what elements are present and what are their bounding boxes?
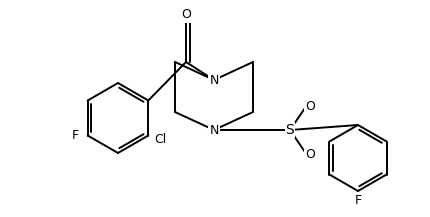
Text: F: F (354, 194, 362, 207)
Text: O: O (305, 100, 315, 112)
Text: F: F (72, 129, 79, 142)
Text: N: N (209, 123, 219, 136)
Text: S: S (286, 123, 295, 137)
Text: O: O (305, 148, 315, 161)
Text: N: N (209, 74, 219, 87)
Text: O: O (181, 8, 191, 21)
Text: Cl: Cl (154, 133, 166, 146)
